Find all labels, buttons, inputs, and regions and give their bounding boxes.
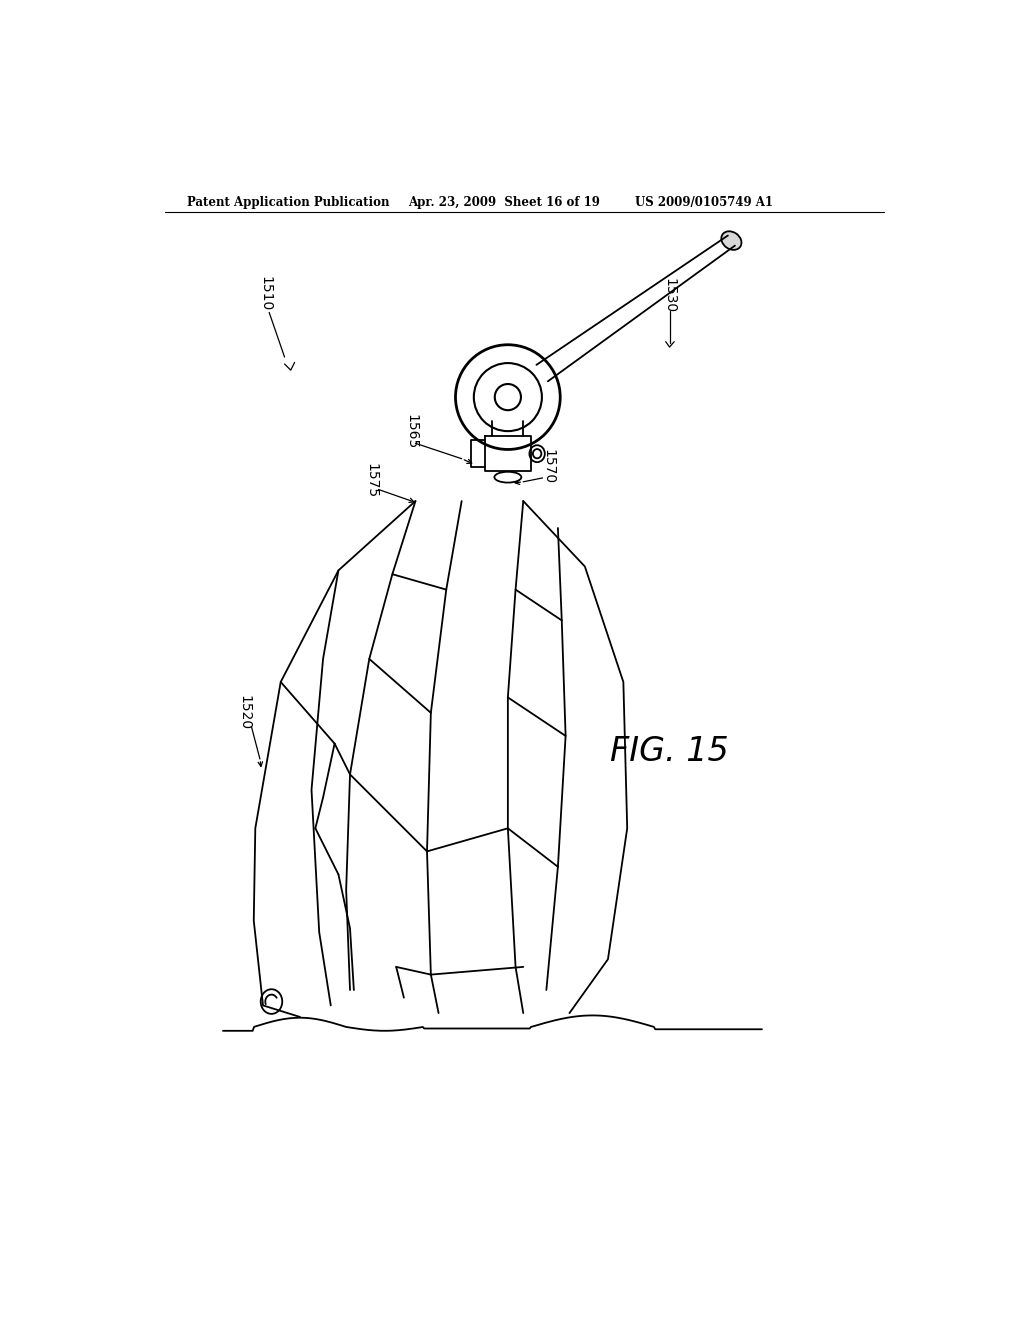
Text: Patent Application Publication: Patent Application Publication	[186, 195, 389, 209]
Text: FIG. 15: FIG. 15	[610, 735, 729, 768]
Text: 1575: 1575	[365, 463, 379, 498]
Text: 1530: 1530	[663, 279, 677, 313]
Ellipse shape	[721, 231, 741, 249]
Text: 1510: 1510	[258, 276, 272, 310]
Text: Apr. 23, 2009  Sheet 16 of 19: Apr. 23, 2009 Sheet 16 of 19	[408, 195, 600, 209]
Text: 1570: 1570	[542, 449, 556, 484]
Text: 1520: 1520	[238, 696, 252, 730]
Text: 1565: 1565	[404, 414, 419, 449]
Text: US 2009/0105749 A1: US 2009/0105749 A1	[635, 195, 773, 209]
